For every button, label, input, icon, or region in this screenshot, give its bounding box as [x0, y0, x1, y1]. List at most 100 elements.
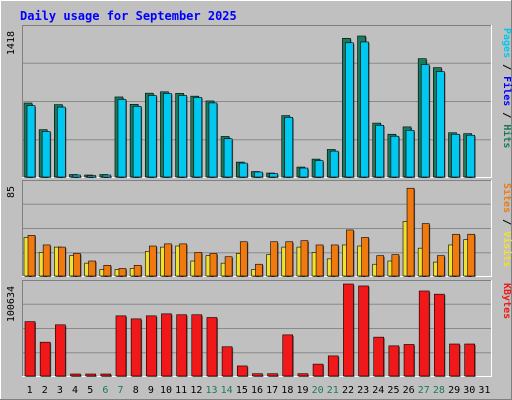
day-label-13: 13: [205, 385, 217, 396]
files-bar-2: [41, 131, 51, 178]
files-bar-22: [345, 42, 354, 178]
panel-2-ymax-label: 100634: [6, 286, 17, 322]
day-label-25: 25: [387, 385, 399, 396]
sites-bar-9: [148, 245, 157, 277]
kbytes-bar-17: [267, 373, 278, 377]
day-label-24: 24: [372, 385, 384, 396]
day-label-6: 6: [102, 385, 108, 396]
sites-bar-13: [209, 253, 218, 277]
day-label-1: 1: [27, 385, 33, 396]
day-label-29: 29: [448, 385, 460, 396]
kbytes-bar-7: [115, 315, 127, 377]
panel-0-legend-item-3: /: [501, 106, 512, 124]
day-label-30: 30: [463, 385, 475, 396]
day-label-20: 20: [312, 385, 324, 396]
kbytes-bar-28: [434, 293, 445, 377]
sites-bar-15: [239, 241, 248, 277]
kbytes-bar-24: [373, 336, 385, 377]
chart-title: Daily usage for September 2025: [20, 9, 237, 23]
kbytes-bar-19: [297, 373, 309, 377]
sites-bar-14: [224, 256, 233, 277]
sites-bar-19: [300, 240, 309, 277]
kbytes-bar-8: [130, 318, 142, 377]
sites-bar-16: [255, 263, 263, 277]
kbytes-bar-20: [312, 363, 324, 377]
files-bar-11: [178, 95, 187, 178]
kbytes-bar-30: [464, 343, 475, 377]
sites-bar-30: [467, 233, 475, 277]
day-label-19: 19: [296, 385, 308, 396]
files-bar-14: [223, 138, 233, 178]
sites-bar-3: [58, 246, 66, 277]
day-label-28: 28: [433, 385, 445, 396]
kbytes-bar-21: [327, 355, 339, 377]
panel-1-legend-item-1: /: [501, 213, 512, 231]
sites-bar-2: [42, 244, 51, 277]
panel-2-legend: KBytes: [501, 283, 512, 319]
day-label-8: 8: [133, 385, 139, 396]
files-bar-12: [193, 97, 203, 178]
files-bar-9: [147, 95, 157, 178]
files-bar-23: [360, 41, 369, 178]
day-label-11: 11: [175, 385, 187, 396]
files-bar-26: [405, 129, 415, 178]
sites-bar-26: [406, 187, 415, 277]
files-bar-30: [466, 134, 475, 178]
day-label-26: 26: [403, 385, 415, 396]
sites-bar-10: [164, 243, 172, 277]
day-label-21: 21: [327, 385, 339, 396]
day-label-12: 12: [190, 385, 202, 396]
day-label-14: 14: [221, 385, 233, 396]
day-label-17: 17: [266, 385, 278, 396]
files-bar-29: [451, 133, 460, 178]
day-label-5: 5: [87, 385, 93, 396]
panel-0-legend-item-1: /: [501, 58, 512, 76]
sites-bar-28: [437, 255, 445, 277]
day-label-15: 15: [236, 385, 248, 396]
kbytes-bar-12: [191, 314, 203, 377]
files-bar-8: [132, 106, 142, 178]
usage-panel-kbytes: 100634 KBytes: [6, 280, 512, 377]
kbytes-bar-14: [221, 346, 233, 377]
kbytes-bar-6: [100, 373, 112, 377]
sites-bar-17: [270, 241, 278, 277]
files-bar-24: [375, 124, 385, 178]
kbytes-bar-29: [449, 343, 460, 377]
kbytes-bar-16: [252, 373, 263, 377]
files-bar-10: [163, 93, 172, 178]
files-bar-20: [314, 160, 324, 178]
panel-0-legend-item-4: Hits: [501, 124, 512, 148]
files-bar-17: [269, 173, 278, 178]
panel-1-legend-item-0: Sites: [501, 183, 512, 213]
kbytes-bar-23: [358, 285, 369, 377]
panel-1-legend: Sites / Visits: [501, 183, 512, 267]
panel-0-legend: Pages / Files / Hits: [501, 28, 512, 148]
files-bar-25: [390, 135, 400, 178]
day-label-27: 27: [418, 385, 430, 396]
files-bar-1: [26, 105, 36, 178]
day-label-4: 4: [72, 385, 78, 396]
sites-bar-5: [88, 260, 96, 277]
kbytes-bar-25: [388, 345, 400, 377]
day-label-31: 31: [478, 385, 490, 396]
kbytes-bar-4: [70, 373, 81, 377]
panel-1-ymax-label: 85: [6, 186, 17, 198]
panel-1-legend-item-2: Visits: [501, 231, 512, 267]
usage-panel-hits-files: 1418 Pages / Files / Hits: [6, 25, 512, 179]
sites-bar-6: [103, 264, 112, 277]
sites-bar-4: [73, 253, 81, 277]
kbytes-bar-3: [55, 324, 66, 377]
sites-bar-22: [346, 229, 354, 277]
day-label-16: 16: [251, 385, 263, 396]
sites-bar-24: [376, 255, 385, 277]
files-bar-16: [254, 171, 263, 178]
day-label-9: 9: [148, 385, 154, 396]
sites-bar-27: [421, 223, 430, 277]
panel-2-legend-item-0: KBytes: [501, 283, 512, 319]
files-bar-18: [284, 117, 294, 178]
kbytes-bar-15: [236, 365, 248, 377]
sites-bar-23: [361, 237, 369, 277]
files-bar-27: [420, 64, 430, 178]
sites-bar-8: [133, 264, 142, 277]
